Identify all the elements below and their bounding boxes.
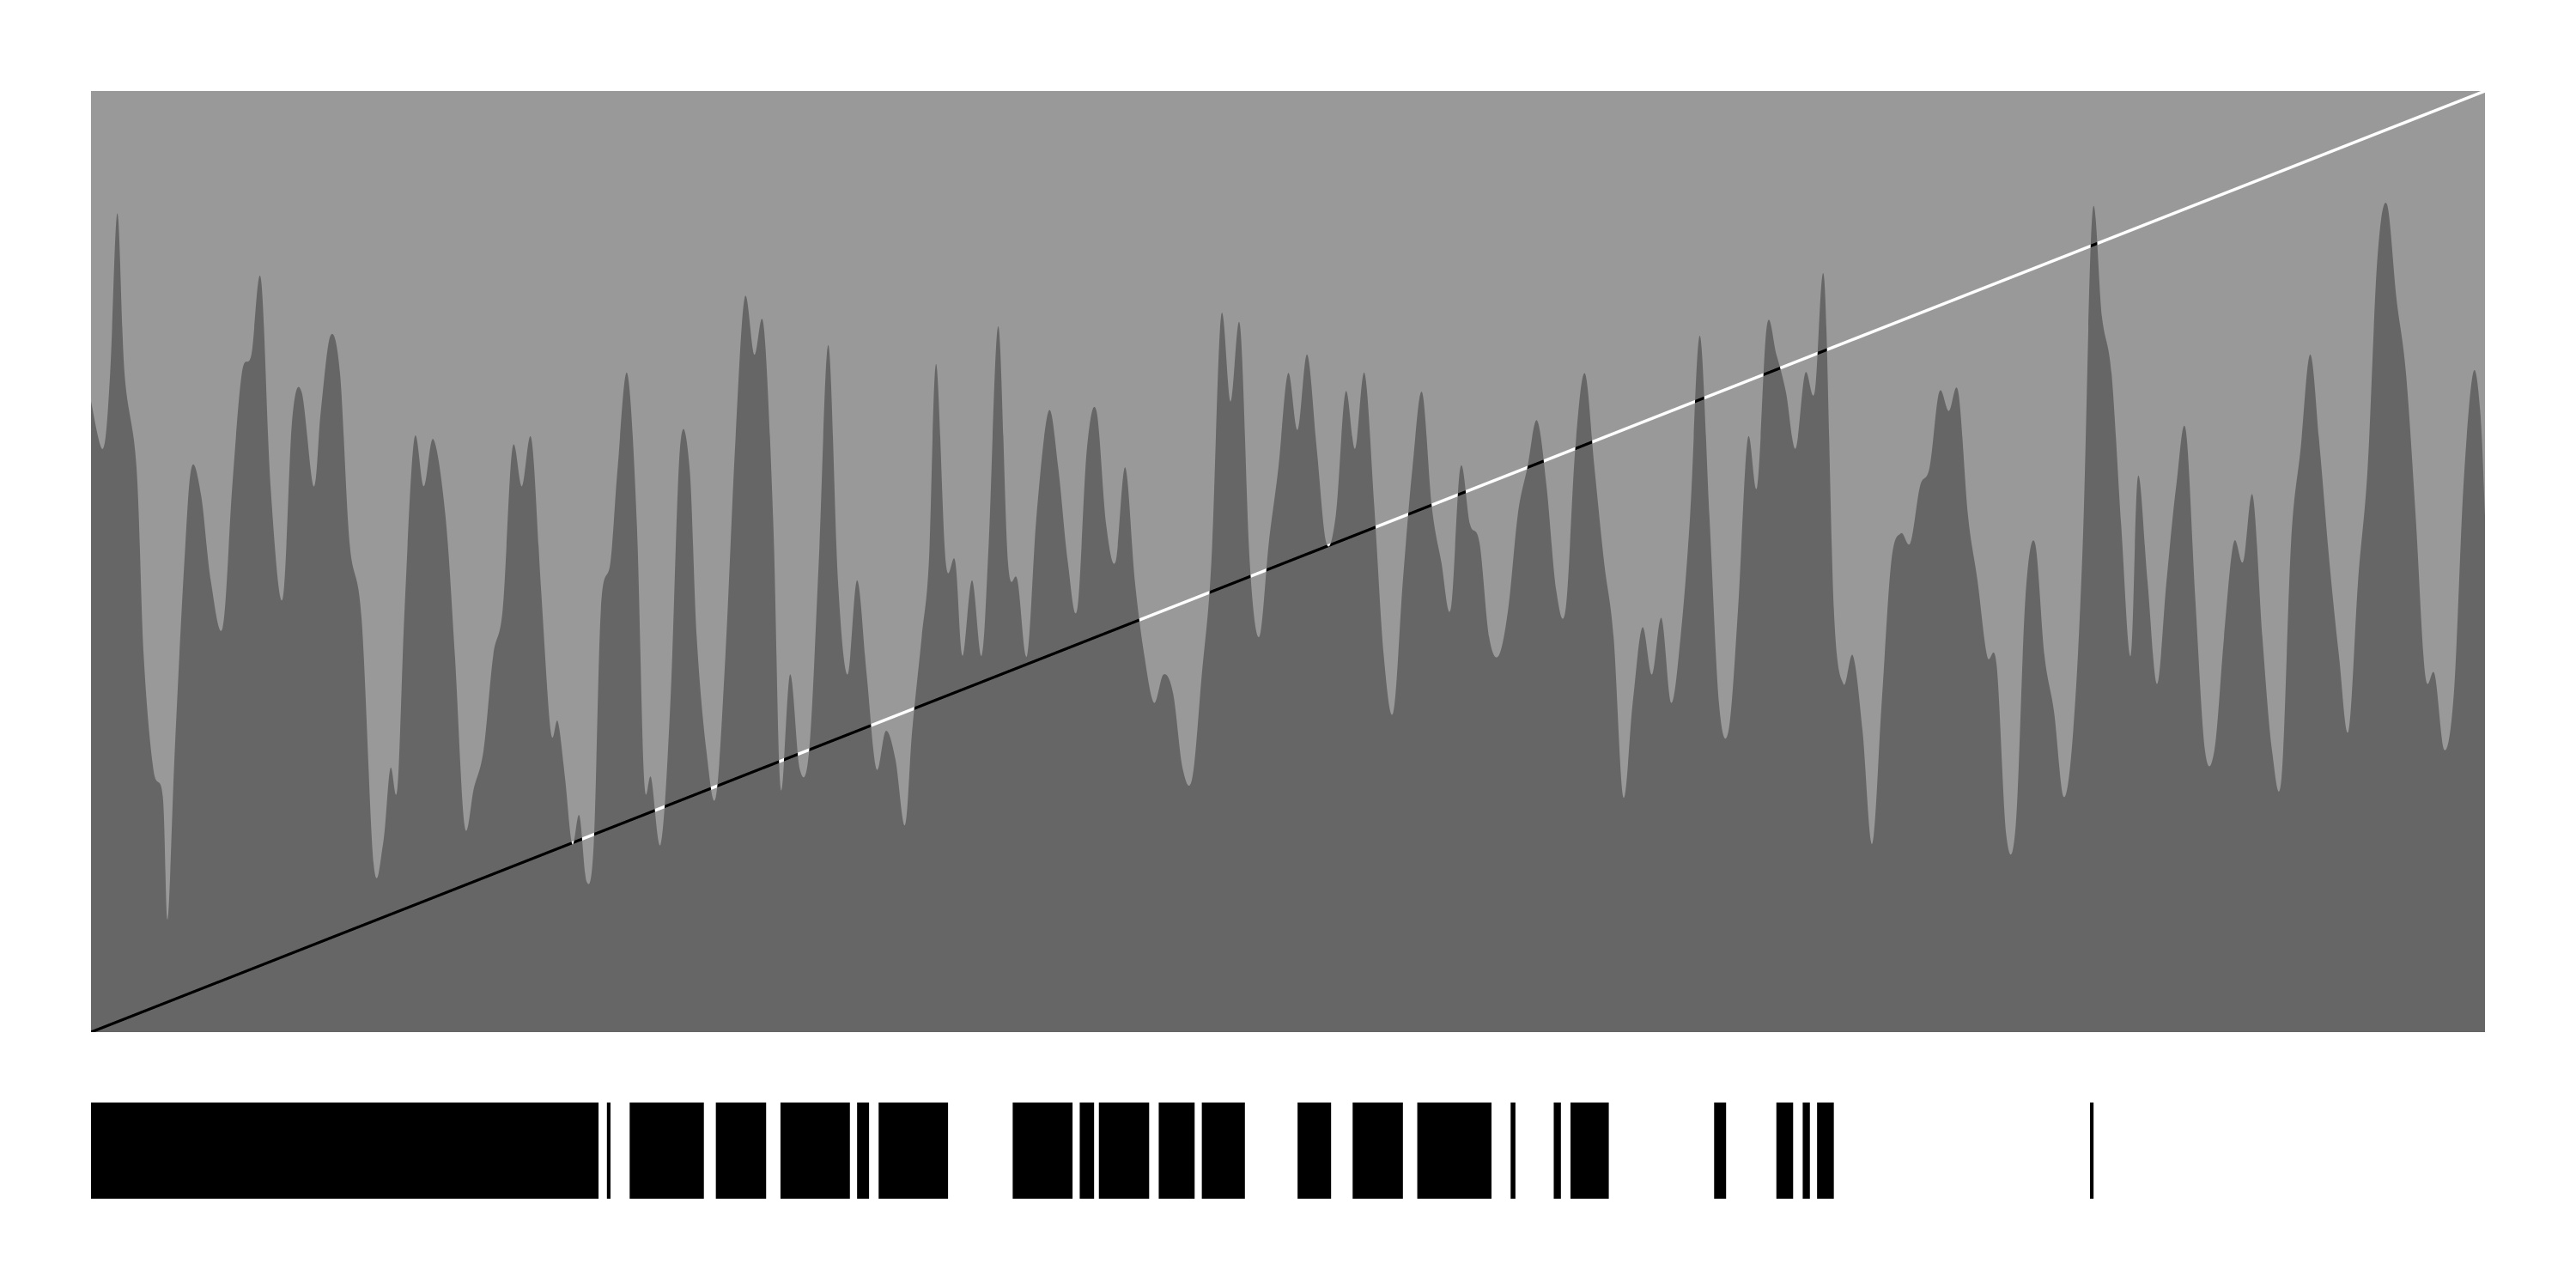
- barcode-segment: [1776, 1103, 1794, 1199]
- barcode-segment: [780, 1103, 850, 1199]
- barcode-segment: [1297, 1103, 1332, 1199]
- barcode-segment: [1817, 1103, 1834, 1199]
- barcode-segment: [1417, 1103, 1492, 1199]
- area-series: [91, 203, 2485, 1032]
- barcode-segment: [1510, 1103, 1516, 1199]
- plot-area: [90, 89, 2486, 1034]
- barcode-segment: [1352, 1103, 1403, 1199]
- barcode-segment: [1158, 1103, 1195, 1199]
- trend-line: [90, 89, 2486, 1034]
- barcode-segment: [1714, 1103, 1727, 1199]
- barcode-segment: [1570, 1103, 1609, 1199]
- barcode-segment: [857, 1103, 870, 1199]
- barcode-segment: [1553, 1103, 1561, 1199]
- barcode-segment: [1098, 1103, 1150, 1199]
- barcode-segment: [878, 1103, 949, 1199]
- barcode-segment: [91, 1103, 599, 1199]
- barcode-segment: [629, 1103, 704, 1199]
- barcode-segment: [2089, 1103, 2094, 1199]
- barcode-segment: [606, 1103, 611, 1199]
- barcode-strip: [91, 1103, 2094, 1199]
- barcode-segment: [715, 1103, 767, 1199]
- barcode-segment: [1079, 1103, 1095, 1199]
- barcode-segment: [1802, 1103, 1810, 1199]
- barcode-segment: [1201, 1103, 1245, 1199]
- barcode-segment: [1012, 1103, 1073, 1199]
